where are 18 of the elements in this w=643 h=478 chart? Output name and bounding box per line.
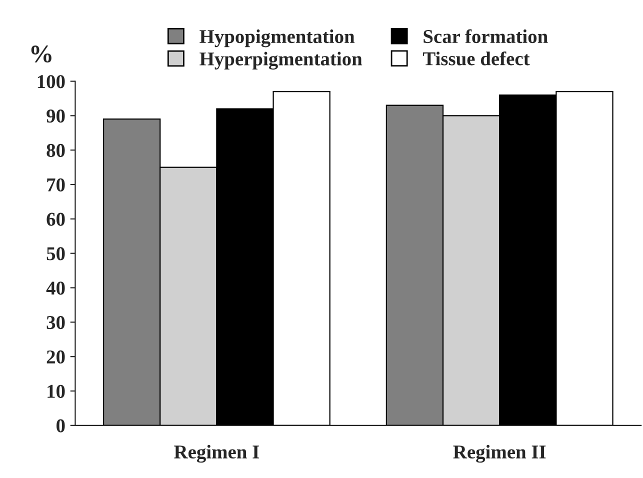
x-tick-label: Regimen II	[453, 444, 546, 463]
y-tick-label: 60	[46, 212, 65, 226]
y-tick-label: 30	[46, 316, 65, 330]
legend-label: Scar formation	[424, 29, 548, 44]
y-tick-label: 70	[47, 178, 65, 192]
legend-label: Hyperpigmentation	[200, 52, 362, 70]
y-axis-title: %	[31, 46, 52, 62]
y-tick-label: 0	[56, 419, 65, 432]
y-tick-label: 50	[46, 247, 65, 260]
x-tick-label: Regimen I	[174, 444, 259, 463]
legend-label: Hypopigmentation	[200, 29, 355, 48]
y-tick-label: 40	[46, 282, 65, 295]
y-tick-label: 90	[46, 109, 65, 123]
legend-label: Tissue defect	[422, 51, 530, 66]
y-tick-label: 100	[38, 75, 65, 88]
y-tick-label: 20	[46, 350, 65, 364]
y-tick-label: 80	[46, 144, 65, 158]
y-tick-label: 10	[48, 384, 65, 398]
